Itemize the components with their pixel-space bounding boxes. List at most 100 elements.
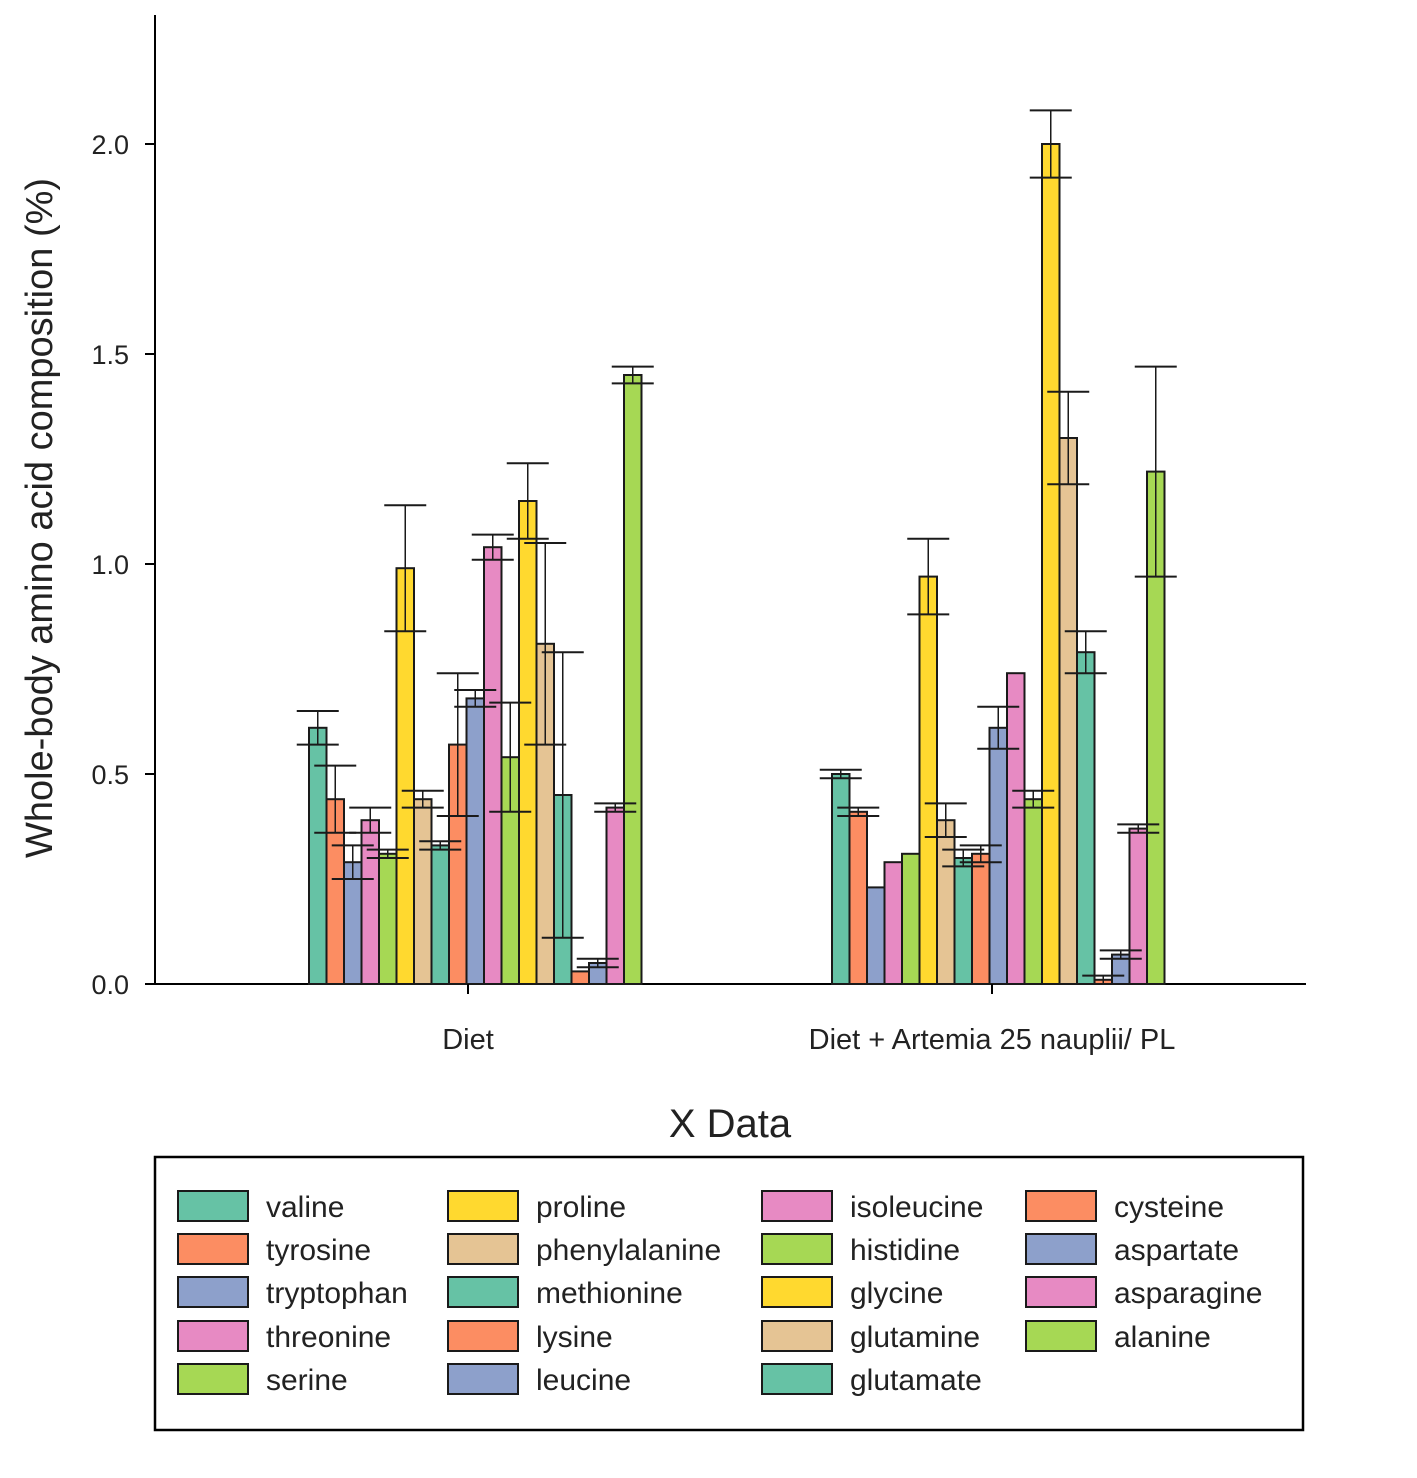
legend-swatch-cysteine — [1025, 1190, 1097, 1222]
x-axis-label: X Data — [669, 1102, 792, 1146]
legend-frame — [153, 1155, 1305, 1432]
error-bar-phenylalanine — [401, 789, 444, 809]
error-bar-alanine — [1134, 365, 1177, 578]
legend-label-glutamine: glutamine — [850, 1321, 980, 1354]
bar-serine-diet — [378, 852, 398, 985]
legend-swatch-methionine — [447, 1276, 519, 1308]
error-bar-glycine — [1029, 109, 1072, 179]
legend-swatch-leucine — [447, 1363, 519, 1395]
legend-label-lysine: lysine — [536, 1321, 613, 1354]
bar-tyrosine-diet-artemia — [848, 810, 868, 985]
legend: valine tyrosine tryptophan threonine serine p… — [153, 1155, 1305, 1432]
y-tick-label: 0.0 — [91, 970, 129, 1000]
error-bar-asparagine — [594, 802, 637, 813]
bar-threonine-diet-artemia — [883, 861, 903, 986]
error-bar-glycine — [506, 462, 549, 540]
error-bar-methionine — [419, 840, 462, 851]
bars-layer — [308, 143, 1166, 986]
legend-label-isoleucine: isoleucine — [850, 1191, 983, 1224]
bar-serine-diet-artemia — [901, 852, 921, 985]
error-bar-histidine — [489, 701, 532, 813]
error-bar-isoleucine — [471, 533, 514, 561]
x-category-label: Diet — [442, 1024, 494, 1056]
bar-histidine-diet-artemia — [1023, 798, 1043, 986]
error-bar-cysteine — [1082, 974, 1125, 985]
error-bar-aspartate — [576, 957, 619, 969]
legend-label-asparagine: asparagine — [1114, 1277, 1262, 1310]
error-bar-histidine — [1012, 789, 1055, 809]
error-bar-glutamine — [524, 542, 567, 746]
bar-tryptophan-diet — [343, 861, 363, 986]
legend-swatch-aspartate — [1025, 1233, 1097, 1265]
bar-alanine-diet — [623, 374, 643, 985]
error-bar-threonine — [349, 806, 392, 834]
legend-label-histidine: histidine — [850, 1234, 960, 1267]
y-tick-label: 0.5 — [91, 760, 129, 790]
x-categories: Diet Diet + Artemia 25 nauplii/ PL — [442, 984, 1175, 1056]
legend-label-leucine: leucine — [536, 1364, 631, 1397]
legend-swatch-phenylalanine — [447, 1233, 519, 1265]
legend-label-proline: proline — [536, 1191, 626, 1224]
error-bar-leucine — [454, 689, 497, 708]
y-tick-label: 1.5 — [91, 340, 129, 370]
legend-label-glutamate: glutamate — [850, 1364, 982, 1397]
bar-methionine-diet-artemia — [953, 857, 973, 985]
bar-valine-diet-artemia — [831, 773, 851, 985]
bar-asparagine-diet-artemia — [1128, 827, 1148, 985]
bar-isoleucine-diet — [483, 546, 503, 985]
legend-label-threonine: threonine — [266, 1321, 391, 1354]
bar-phenylalanine-diet-artemia — [936, 819, 956, 986]
bar-proline-diet-artemia — [918, 575, 938, 985]
x-category-label: Diet + Artemia 25 nauplii/ PL — [809, 1024, 1176, 1056]
legend-label-phenylalanine: phenylalanine — [536, 1234, 721, 1267]
error-bar-phenylalanine — [924, 802, 967, 838]
bar-cysteine-diet — [570, 970, 590, 986]
y-tick-label: 1.0 — [91, 550, 129, 580]
error-bar-alanine — [611, 365, 654, 385]
legend-swatch-glutamate — [761, 1363, 833, 1395]
error-bars-layer — [296, 109, 1177, 985]
error-bar-glutamate — [1064, 630, 1107, 675]
error-bar-glutamine — [1047, 390, 1090, 486]
legend-label-methionine: methionine — [536, 1277, 683, 1310]
error-bar-lysine — [436, 672, 479, 817]
bar-lysine-diet-artemia — [971, 852, 991, 985]
legend-label-aspartate: aspartate — [1114, 1234, 1239, 1267]
y-ticks: 0.0 0.5 1.0 1.5 2.0 — [91, 130, 155, 1000]
bar-glutamate-diet-artemia — [1076, 651, 1096, 985]
legend-label-cysteine: cysteine — [1114, 1191, 1224, 1224]
legend-swatch-proline — [447, 1190, 519, 1222]
error-bar-tryptophan — [331, 844, 374, 880]
bar-leucine-diet-artemia — [988, 726, 1008, 985]
error-bar-valine — [296, 710, 339, 746]
legend-label-tyrosine: tyrosine — [266, 1234, 371, 1267]
bar-tryptophan-diet-artemia — [866, 886, 886, 986]
bar-methionine-diet — [430, 844, 450, 986]
legend-swatch-asparagine — [1025, 1276, 1097, 1308]
bar-glutamine-diet-artemia — [1058, 437, 1078, 985]
error-bar-proline — [907, 537, 950, 616]
bar-phenylalanine-diet — [413, 798, 433, 986]
error-bar-asparagine — [1117, 823, 1160, 834]
legend-swatch-threonine — [177, 1320, 249, 1352]
bar-glycine-diet-artemia — [1041, 143, 1061, 985]
legend-swatch-valine — [177, 1190, 249, 1222]
error-bar-valine — [819, 768, 862, 780]
bar-glycine-diet — [518, 500, 538, 985]
legend-swatch-isoleucine — [761, 1190, 833, 1222]
error-bar-lysine — [959, 844, 1002, 864]
legend-swatch-lysine — [447, 1320, 519, 1352]
legend-label-valine: valine — [266, 1191, 344, 1224]
bar-isoleucine-diet-artemia — [1006, 672, 1026, 985]
error-bar-glutamate — [541, 651, 584, 939]
legend-swatch-serine — [177, 1363, 249, 1395]
error-bar-leucine — [977, 705, 1020, 750]
legend-swatch-alanine — [1025, 1320, 1097, 1352]
error-bar-aspartate — [1099, 949, 1142, 960]
bar-asparagine-diet — [605, 806, 625, 985]
y-axis-label: Whole-body amino acid composition (%) — [19, 178, 61, 858]
legend-label-glycine: glycine — [850, 1277, 943, 1310]
legend-swatch-glycine — [761, 1276, 833, 1308]
legend-swatch-tyrosine — [177, 1233, 249, 1265]
